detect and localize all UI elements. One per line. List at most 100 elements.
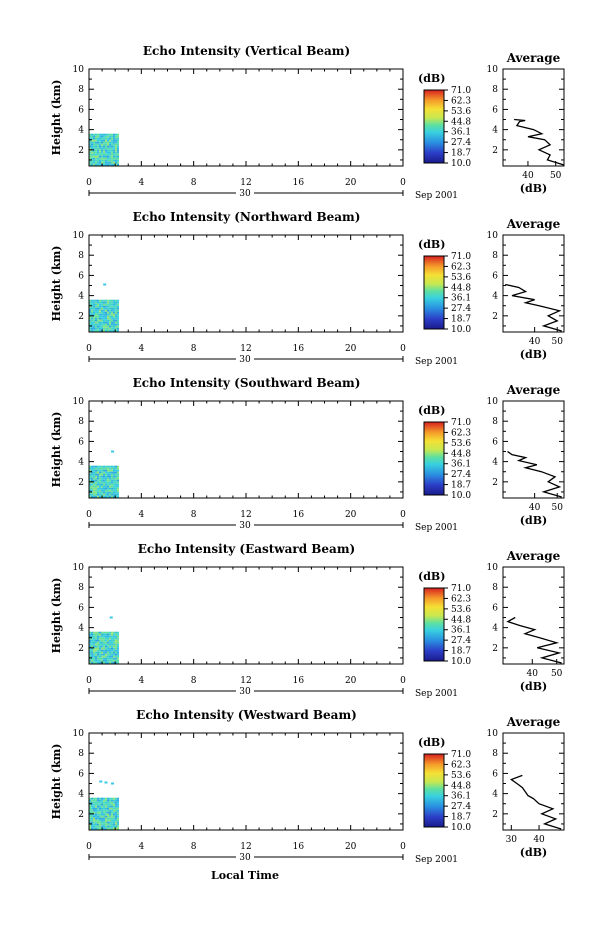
heatmap-cell	[109, 811, 111, 814]
heatmap-cell	[109, 145, 111, 148]
heatmap-cell	[101, 819, 103, 822]
heatmap-cell	[109, 805, 111, 808]
heatmap-cell	[117, 651, 119, 654]
heatmap-cell	[111, 647, 113, 650]
heatmap-cell	[89, 659, 91, 662]
heatmap-cell	[99, 143, 101, 146]
heatmap-cell	[113, 491, 115, 494]
heatmap-cell	[99, 329, 101, 332]
heatmap-cell	[99, 491, 101, 494]
heatmap-cell	[111, 467, 113, 470]
heatmap-cell	[101, 133, 103, 136]
heatmap-cell	[97, 477, 99, 480]
heatmap-cell	[91, 153, 93, 156]
x-axis-label: Local Time	[211, 869, 279, 882]
echo-panel-2: Echo Intensity (Southward Beam) 2 4 6 8 10 Hei…	[50, 376, 565, 533]
heatmap-cell	[115, 641, 117, 644]
date-month: Sep 2001	[415, 191, 458, 201]
heatmap-cell	[93, 475, 95, 478]
heatmap-cell	[103, 149, 105, 152]
heatmap-cell	[91, 821, 93, 824]
heatmap-cell	[115, 805, 117, 808]
heatmap-cell	[117, 155, 119, 158]
heatmap-cell	[101, 805, 103, 808]
heatmap-cell	[89, 155, 91, 158]
heatmap-cell	[97, 311, 99, 314]
heatmap-cell	[111, 655, 113, 658]
heatmap-cell	[107, 471, 109, 474]
heatmap-cell	[91, 481, 93, 484]
heatmap-cell	[107, 141, 109, 144]
heatmap-cell	[93, 299, 95, 302]
heatmap-cell	[97, 485, 99, 488]
heatmap-cell	[105, 493, 107, 496]
heatmap-cell	[103, 163, 105, 166]
heatmap-cell	[115, 809, 117, 812]
heatmap-cell	[93, 657, 95, 660]
y-tick-label: 8	[78, 417, 84, 427]
heatmap-cell	[91, 151, 93, 154]
heatmap-cell	[101, 141, 103, 144]
heatmap-cell	[107, 475, 109, 478]
heatmap-cell	[93, 141, 95, 144]
heatmap-cell	[105, 647, 107, 650]
heatmap-cell	[113, 327, 115, 330]
heatmap-cell	[103, 807, 105, 810]
heatmap-cell	[99, 819, 101, 822]
heatmap-cell	[93, 661, 95, 664]
heatmap-cell	[105, 465, 107, 468]
heatmap-cell	[99, 325, 101, 328]
heatmap-cell	[93, 797, 95, 800]
heatmap-cell	[93, 823, 95, 826]
heatmap-cell	[99, 467, 101, 470]
heatmap-cell	[107, 329, 109, 332]
heatmap-cell	[95, 145, 97, 148]
heatmap-cell	[91, 805, 93, 808]
colorbar-tick-label: 10.0	[451, 159, 471, 169]
heatmap-cell	[95, 469, 97, 472]
x-tick-label: 20	[345, 344, 357, 354]
heatmap-cell	[93, 491, 95, 494]
heatmap-cell	[105, 655, 107, 658]
y-tick-label: 4	[78, 292, 84, 302]
heatmap-cell	[113, 643, 115, 646]
heatmap-cell	[95, 305, 97, 308]
heatmap-cell	[105, 161, 107, 164]
heatmap-cell	[117, 151, 119, 154]
heatmap-cell	[95, 161, 97, 164]
heatmap-cell	[93, 631, 95, 634]
heatmap-cell	[99, 633, 101, 636]
heatmap-cell	[117, 495, 119, 498]
colorbar-tick-label: 27.4	[451, 636, 471, 646]
y-axis-label: Height (km)	[50, 578, 63, 654]
colorbar-tick-label: 44.8	[451, 781, 471, 791]
heatmap-cell	[103, 493, 105, 496]
heatmap-cell	[93, 649, 95, 652]
heatmap-cell	[103, 821, 105, 824]
heatmap-cell	[89, 807, 91, 810]
heatmap-cell	[91, 301, 93, 304]
heatmap-cell	[101, 161, 103, 164]
isolated-echo	[103, 283, 107, 286]
heatmap-cell	[101, 491, 103, 494]
date-mask	[236, 685, 254, 696]
y-tick-label: 10	[73, 231, 85, 241]
y-tick-label: 4	[78, 126, 84, 136]
heatmap-cell	[103, 313, 105, 316]
heatmap-cell	[109, 819, 111, 822]
heatmap-cell	[113, 809, 115, 812]
heatmap-cell	[97, 631, 99, 634]
average-y-tick-label: 2	[492, 644, 498, 654]
heatmap-cell	[113, 303, 115, 306]
heatmap-cell	[115, 823, 117, 826]
heatmap-cell	[107, 467, 109, 470]
heatmap-cell	[111, 821, 113, 824]
date-day: 30	[239, 355, 251, 365]
heatmap-cell	[101, 139, 103, 142]
heatmap-cell	[93, 465, 95, 468]
heatmap-cell	[99, 661, 101, 664]
x-tick-label: 0	[400, 510, 406, 520]
heatmap-cell	[113, 487, 115, 490]
heatmap-cell	[89, 805, 91, 808]
heatmap-cell	[109, 327, 111, 330]
